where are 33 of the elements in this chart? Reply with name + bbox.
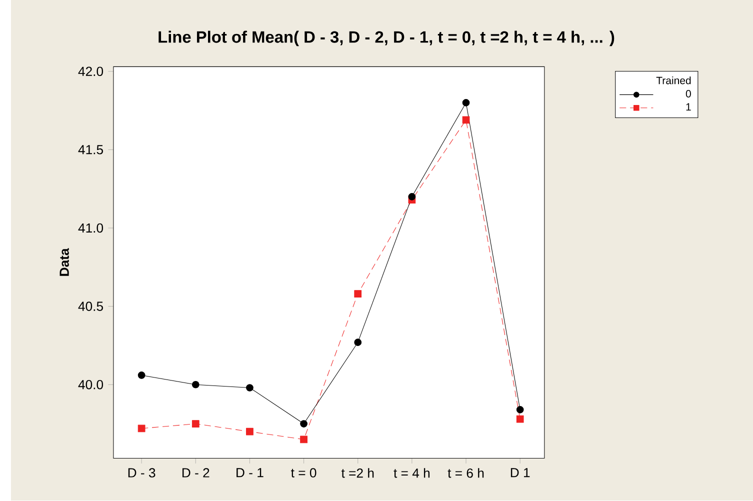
y-tick-label: 40.0 — [78, 380, 104, 390]
x-tick-label: D - 3 — [128, 468, 156, 478]
x-tick-label: t =2 h — [341, 468, 374, 478]
point — [354, 338, 362, 346]
point — [354, 290, 362, 298]
point — [516, 416, 524, 423]
y-axis-title: Data — [60, 248, 69, 276]
chart-title: Line Plot of Mean( D - 3, D - 2, D - 1, t = 0, t =2 h, t = 4 h, ... ) — [158, 30, 614, 46]
x-tick-label: t = 0 — [291, 468, 316, 478]
y-tick-label: 41.0 — [78, 224, 104, 233]
point — [408, 193, 416, 201]
text: 1 — [686, 103, 691, 111]
y-tick-label: 40.5 — [78, 302, 103, 312]
point — [300, 436, 308, 444]
point — [462, 116, 470, 124]
x-tick-label: D - 1 — [236, 468, 264, 478]
x-tick-label: D 1 — [510, 468, 530, 478]
x-tick-label: D - 2 — [182, 468, 210, 478]
point — [138, 424, 146, 432]
point — [246, 384, 254, 392]
point — [192, 420, 200, 428]
point — [516, 406, 524, 414]
point — [300, 420, 308, 428]
y-tick-label: 41.5 — [78, 145, 103, 154]
point — [138, 372, 146, 380]
text: 0 — [686, 90, 691, 98]
legend-title: Trained — [656, 76, 691, 84]
x-tick-label: t = 4 h — [394, 468, 430, 478]
y-tick-label: 42.0 — [78, 66, 104, 76]
point — [246, 428, 254, 436]
point — [192, 381, 200, 388]
x-tick-label: t = 6 h — [448, 468, 484, 478]
point — [462, 99, 470, 107]
